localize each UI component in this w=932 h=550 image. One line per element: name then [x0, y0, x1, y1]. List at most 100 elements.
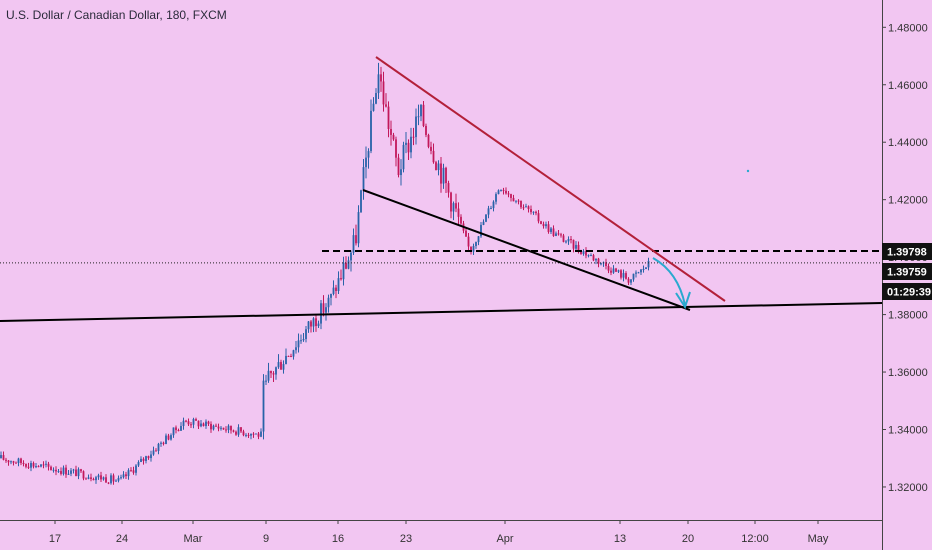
candle-body [540, 221, 542, 224]
candle-body [35, 466, 37, 468]
candle-body [607, 266, 610, 271]
candle-body [525, 206, 527, 208]
candle-body [307, 321, 310, 330]
candle-body [452, 203, 455, 212]
candle-body [645, 267, 647, 269]
candle-body [585, 251, 587, 256]
candle-body [467, 236, 470, 247]
price-badge [882, 263, 932, 280]
price-badge-label: 1.39759 [887, 267, 927, 279]
candle-body [30, 463, 32, 468]
candle-body [325, 307, 327, 313]
candle-body [160, 442, 162, 444]
x-tick-label: 9 [263, 533, 269, 545]
candle-body [102, 477, 105, 480]
candle-body [465, 230, 467, 237]
x-tick-label: 13 [614, 533, 626, 545]
candle-body [370, 110, 372, 152]
candle-body [395, 139, 397, 158]
candle-body [220, 427, 222, 429]
candle-body [447, 183, 450, 193]
candle-body [0, 455, 2, 459]
candle-body [202, 423, 205, 427]
candle-body [592, 255, 595, 261]
candle-body [32, 463, 35, 467]
candle-body [162, 442, 165, 445]
candle-body [65, 467, 67, 475]
candle-body [402, 144, 405, 170]
candle-body [610, 270, 612, 273]
x-tick-label: 12:00 [741, 533, 769, 545]
candle-body [170, 435, 172, 440]
candle-body [87, 477, 90, 479]
candle-body [612, 268, 615, 273]
y-tick-label: 1.32000 [888, 482, 928, 494]
candle-body [352, 235, 355, 253]
projection-arrow-curve [652, 257, 686, 306]
candle-body [205, 421, 207, 427]
candle-body [542, 223, 545, 227]
candle-body [55, 469, 57, 472]
candle-body [90, 477, 92, 479]
candle-body [505, 190, 507, 194]
candle-body [297, 340, 300, 348]
candle-body [527, 206, 530, 210]
candle-body [195, 419, 197, 421]
candle-body [392, 134, 395, 140]
candle-body [575, 244, 577, 249]
candle-body [92, 478, 95, 481]
price-badge-label: 01:29:39 [887, 287, 931, 299]
candle-body [225, 429, 227, 431]
candle-body [365, 157, 367, 168]
x-tick-label: 23 [400, 533, 412, 545]
candle-body [262, 380, 265, 432]
candle-body [487, 208, 490, 215]
candle-body [200, 423, 202, 427]
candle-body [572, 239, 575, 249]
candle-body [357, 212, 360, 244]
candle-body [537, 213, 540, 222]
candle-body [545, 224, 547, 227]
candle-body [310, 321, 312, 327]
candle-body [302, 339, 305, 341]
candle-body [522, 207, 525, 209]
candle-body [165, 435, 167, 445]
candle-body [432, 150, 435, 163]
candle-body [242, 431, 245, 436]
x-tick-label: Mar [184, 533, 203, 545]
candle-body [212, 425, 215, 430]
candle-body [117, 477, 120, 481]
candle-body [287, 355, 290, 357]
candle-body [495, 194, 497, 202]
candle-body [130, 470, 132, 472]
candle-body [257, 433, 260, 437]
candle-body [630, 279, 632, 283]
candle-body [410, 136, 412, 153]
candle-body [40, 464, 42, 467]
candle-body [477, 236, 480, 243]
price-badge [882, 283, 932, 300]
candle-body [175, 427, 177, 431]
candle-body [327, 297, 330, 308]
candle-body [197, 420, 200, 427]
candle-body [67, 473, 70, 475]
candle-body [440, 163, 442, 184]
candle-body [240, 427, 242, 432]
candle-body [377, 74, 380, 94]
candle-body [337, 278, 340, 292]
candle-body [150, 454, 152, 459]
y-tick-label: 1.42000 [888, 195, 928, 207]
horizontal-support-trendline [0, 302, 883, 322]
candle-body [47, 463, 50, 467]
candle-body [627, 278, 630, 283]
candle-body [390, 128, 392, 135]
candle-body [517, 200, 520, 202]
candle-body [145, 456, 147, 461]
candle-body [552, 228, 555, 236]
candle-body [27, 466, 30, 468]
candle-body [12, 461, 15, 463]
candle-body [472, 246, 475, 252]
candle-body [267, 370, 270, 381]
